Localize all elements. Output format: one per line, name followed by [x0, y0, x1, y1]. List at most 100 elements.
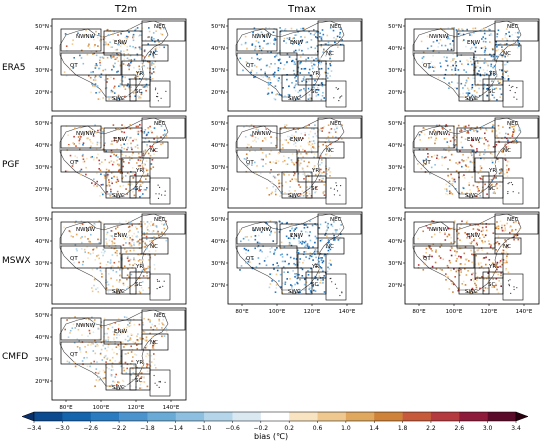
lat-tick-label: 50°N — [35, 24, 49, 30]
region-label-nwnw: NWNW — [252, 34, 272, 40]
region-label-nec: NEC — [507, 24, 519, 30]
lat-tick-label: 40°N — [211, 239, 225, 245]
region-label-nec: NEC — [154, 313, 166, 319]
region-label-enw: ENW — [467, 40, 481, 46]
lon-axis: 80°E 100°E 120°E 140°E — [412, 304, 533, 315]
region-label-sc: SC — [311, 186, 318, 192]
region-label-enw: ENW — [114, 329, 128, 335]
region-label-qt: QT — [246, 63, 254, 69]
region-label-enw: ENW — [114, 233, 128, 239]
map-panel-cmfd-t2m: NWNW ENW NEC NC QT YR SWC SC 50°N 40°N 30°N 20°N — [30, 306, 188, 402]
row-label-pgf: PGF — [2, 160, 20, 170]
region-label-qt: QT — [423, 256, 431, 262]
lon-tick-label: 100°E — [93, 405, 110, 411]
colorbar-tick-label: 2.6 — [455, 425, 465, 432]
lat-tick-label: 20°N — [211, 187, 225, 193]
lon-tick-label: 140°E — [516, 309, 533, 315]
lat-tick-label: 20°N — [388, 90, 402, 96]
region-label-nec: NEC — [154, 217, 166, 223]
region-label-sc: SC — [311, 89, 318, 95]
region-label-qt: QT — [70, 256, 78, 262]
region-label-nwnw: NWNW — [76, 227, 96, 233]
region-label-swc: SWC — [288, 96, 301, 102]
lat-tick-label: 40°N — [211, 46, 225, 52]
lat-tick-label: 50°N — [211, 24, 225, 30]
lat-tick-label: 30°N — [211, 68, 225, 74]
colorbar-tick-label: 3.0 — [483, 425, 493, 432]
lat-tick-label: 30°N — [388, 165, 402, 171]
lat-tick-label: 20°N — [35, 283, 49, 289]
row-label-era5: ERA5 — [2, 63, 26, 73]
region-label-nec: NEC — [330, 121, 342, 127]
region-label-nc: NC — [503, 51, 511, 57]
row-label-cmfd: CMFD — [2, 352, 29, 362]
region-label-qt: QT — [70, 352, 78, 358]
lon-tick-label: 80°E — [412, 309, 426, 315]
column-title-tmin: Tmin — [466, 4, 492, 15]
region-label-yr: YR — [135, 168, 143, 174]
column-title-t2m: T2m — [114, 4, 138, 15]
colorbar-tick-label: −3.0 — [55, 425, 70, 432]
region-label-sc: SC — [488, 282, 495, 288]
lon-tick-label: 80°E — [235, 309, 249, 315]
lon-tick-label: 140°E — [339, 309, 356, 315]
region-label-sc: SC — [311, 282, 318, 288]
region-label-swc: SWC — [465, 289, 478, 295]
lat-tick-label: 40°N — [35, 46, 49, 52]
lat-tick-label: 20°N — [35, 187, 49, 193]
colorbar-segment — [232, 412, 262, 421]
colorbar-tick-label: −0.6 — [225, 425, 240, 432]
colorbar-segment — [90, 412, 120, 421]
region-label-nwnw: NWNW — [252, 227, 272, 233]
lat-tick-label: 50°N — [388, 217, 402, 223]
colorbar-segment — [34, 412, 63, 421]
region-label-enw: ENW — [290, 233, 304, 239]
region-label-sc: SC — [488, 186, 495, 192]
lat-tick-label: 30°N — [388, 261, 402, 267]
lat-tick-label: 40°N — [211, 143, 225, 149]
region-label-nc: NC — [503, 148, 511, 154]
region-label-nc: NC — [326, 244, 334, 250]
region-label-yr: YR — [311, 168, 319, 174]
region-label-yr: YR — [135, 71, 143, 77]
colorbar-segment — [62, 412, 91, 421]
lat-tick-label: 40°N — [388, 239, 402, 245]
region-label-enw: ENW — [467, 137, 481, 143]
region-label-qt: QT — [423, 63, 431, 69]
colorbar-tick-label: −0.2 — [254, 425, 269, 432]
map-panel-mswx-tmax: NWNW ENW NEC NC QT YR SWC SC 50°N 40°N 30°N 20°N — [206, 210, 364, 306]
region-label-yr: YR — [311, 264, 319, 270]
region-label-qt: QT — [70, 63, 78, 69]
colorbar-tick-label: −1.0 — [197, 425, 212, 432]
colorbar-segment — [402, 412, 432, 421]
region-label-nc: NC — [326, 148, 334, 154]
colorbar-extend-high — [515, 411, 529, 422]
colorbar-tick-label: 3.4 — [511, 425, 521, 432]
region-label-qt: QT — [70, 160, 78, 166]
lat-tick-label: 50°N — [35, 121, 49, 127]
lon-tick-label: 100°E — [269, 309, 286, 315]
lat-tick-label: 50°N — [35, 217, 49, 223]
lat-tick-label: 30°N — [35, 165, 49, 171]
lat-tick-label: 40°N — [35, 239, 49, 245]
colorbar-tick-label: −2.2 — [112, 425, 127, 432]
colorbar-segment — [289, 412, 318, 421]
colorbar-tick-label: 1.0 — [341, 425, 351, 432]
region-label-qt: QT — [246, 256, 254, 262]
region-label-nc: NC — [326, 51, 334, 57]
region-label-nc: NC — [150, 51, 158, 57]
region-label-nwnw: NWNW — [429, 131, 449, 137]
lat-tick-label: 20°N — [388, 283, 402, 289]
colorbar-tick-label: 2.2 — [426, 425, 436, 432]
colorbar-tick-label: −3.4 — [27, 425, 42, 432]
region-label-nec: NEC — [154, 24, 166, 30]
colorbar-tick-label: −1.8 — [140, 425, 155, 432]
colorbar-tick-label: 0.2 — [284, 425, 294, 432]
region-label-swc: SWC — [112, 193, 125, 199]
lat-tick-label: 30°N — [35, 261, 49, 267]
region-label-nec: NEC — [154, 121, 166, 127]
lat-tick-label: 30°N — [35, 357, 49, 363]
lat-tick-label: 50°N — [211, 217, 225, 223]
lat-tick-label: 40°N — [388, 143, 402, 149]
